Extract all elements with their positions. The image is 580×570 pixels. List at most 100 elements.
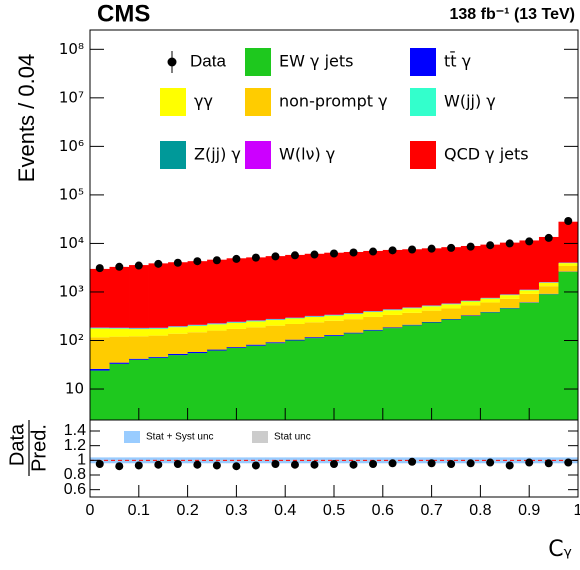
stack-segment (343, 314, 364, 320)
stack-segment (285, 317, 306, 319)
stack-segment (109, 363, 130, 420)
stack-segment (148, 263, 169, 328)
stack-segment (460, 315, 481, 420)
ratio-point (115, 462, 124, 471)
stack-segment (324, 334, 345, 336)
stack-segment (460, 301, 481, 306)
x-tick-label: 0.9 (518, 502, 540, 519)
ratio-y-tick-label: 1 (77, 452, 86, 469)
stack-segment (480, 312, 501, 420)
ratio-point (427, 459, 436, 468)
stack-segment (90, 337, 110, 369)
x-tick-label: 0.2 (176, 502, 198, 519)
legend-label: QCD γ jets (444, 145, 529, 164)
stack-segment (187, 261, 208, 325)
stack-segment (343, 251, 364, 314)
stack-segment (265, 343, 286, 420)
stack-segment (382, 249, 403, 310)
stack-segment (460, 315, 481, 316)
data-point (290, 251, 299, 260)
data-point (251, 253, 260, 262)
x-tick-label: 0.7 (420, 502, 442, 519)
data-point (173, 258, 182, 267)
x-tick-label: 0.6 (372, 502, 394, 519)
stack-segment (285, 318, 306, 324)
stack-segment (324, 252, 345, 315)
data-point (95, 264, 104, 273)
ratio-y-tick-label: 0.8 (64, 466, 86, 483)
ratio-point (330, 460, 338, 468)
y-tick-label: 10⁴ (59, 234, 84, 252)
stack-segment (187, 332, 208, 352)
ratio-point (408, 457, 417, 466)
data-point (427, 244, 436, 253)
stack-segment (324, 335, 345, 420)
stack-segment (90, 268, 110, 328)
stack-segment (207, 259, 228, 324)
stack-segment (285, 323, 306, 340)
stack-segment (304, 337, 325, 339)
ratio-point (232, 462, 241, 471)
ratio-point (466, 459, 475, 468)
data-point (466, 242, 475, 251)
data-point (212, 256, 221, 265)
stack-segment (480, 302, 501, 312)
stack-segment (499, 242, 520, 295)
stack-segment (246, 320, 267, 322)
stack-segment (187, 353, 208, 420)
stack-segment (168, 326, 188, 328)
data-point (505, 239, 514, 248)
stack-segment (265, 256, 286, 319)
ratio-point (212, 461, 221, 470)
ratio-point (525, 458, 534, 467)
stack-segment (207, 324, 228, 331)
stack-segment (285, 254, 306, 318)
stack-segment (343, 319, 364, 333)
stack-segment (382, 327, 403, 329)
data-point (349, 248, 358, 257)
stack-segment (558, 221, 578, 263)
stack-segment (402, 324, 423, 326)
stack-segment (421, 310, 442, 322)
stack-segment (168, 262, 188, 327)
stack-segment (304, 322, 325, 338)
legend-label: γγ (194, 92, 213, 111)
data-point (134, 261, 143, 270)
ratio-legend-swatch (124, 431, 140, 443)
legend-swatch (160, 141, 186, 169)
ratio-legend-label: Stat + Syst unc (146, 432, 214, 443)
stack-segment (246, 345, 267, 420)
legend-swatch (245, 48, 271, 76)
y-tick-label: 10⁷ (59, 88, 84, 106)
x-tick-label: 0.4 (274, 502, 296, 519)
data-point (369, 247, 378, 256)
ratio-point (95, 460, 104, 468)
stack-segment (421, 306, 442, 311)
stack-segment (421, 321, 442, 323)
experiment-label: CMS (97, 0, 150, 27)
x-axis-label: Cᵧ (548, 537, 572, 562)
stack-segment (90, 368, 110, 371)
stack-segment (90, 328, 110, 338)
stack-segment (480, 298, 501, 303)
stack-segment (304, 253, 325, 316)
legend-label: tt̄ γ (444, 52, 471, 71)
y-tick-label: 10⁸ (59, 40, 84, 58)
ratio-label-bottom: Pred. (28, 424, 50, 472)
stack-segment (207, 330, 228, 350)
uncertainty-band (148, 459, 169, 461)
x-tick-label: 0.5 (323, 502, 345, 519)
stack-segment (207, 350, 228, 420)
legend-label: EW γ jets (279, 52, 353, 71)
stack-segment (129, 329, 149, 337)
stack-segment (148, 357, 169, 420)
stack-segment (519, 240, 540, 290)
stack-segment (382, 310, 403, 315)
ratio-point (271, 460, 280, 468)
stack-segment (538, 294, 559, 420)
ratio-legend-label: Stat unc (274, 432, 311, 443)
stack-segment (226, 258, 247, 322)
stack-segment (363, 250, 384, 312)
